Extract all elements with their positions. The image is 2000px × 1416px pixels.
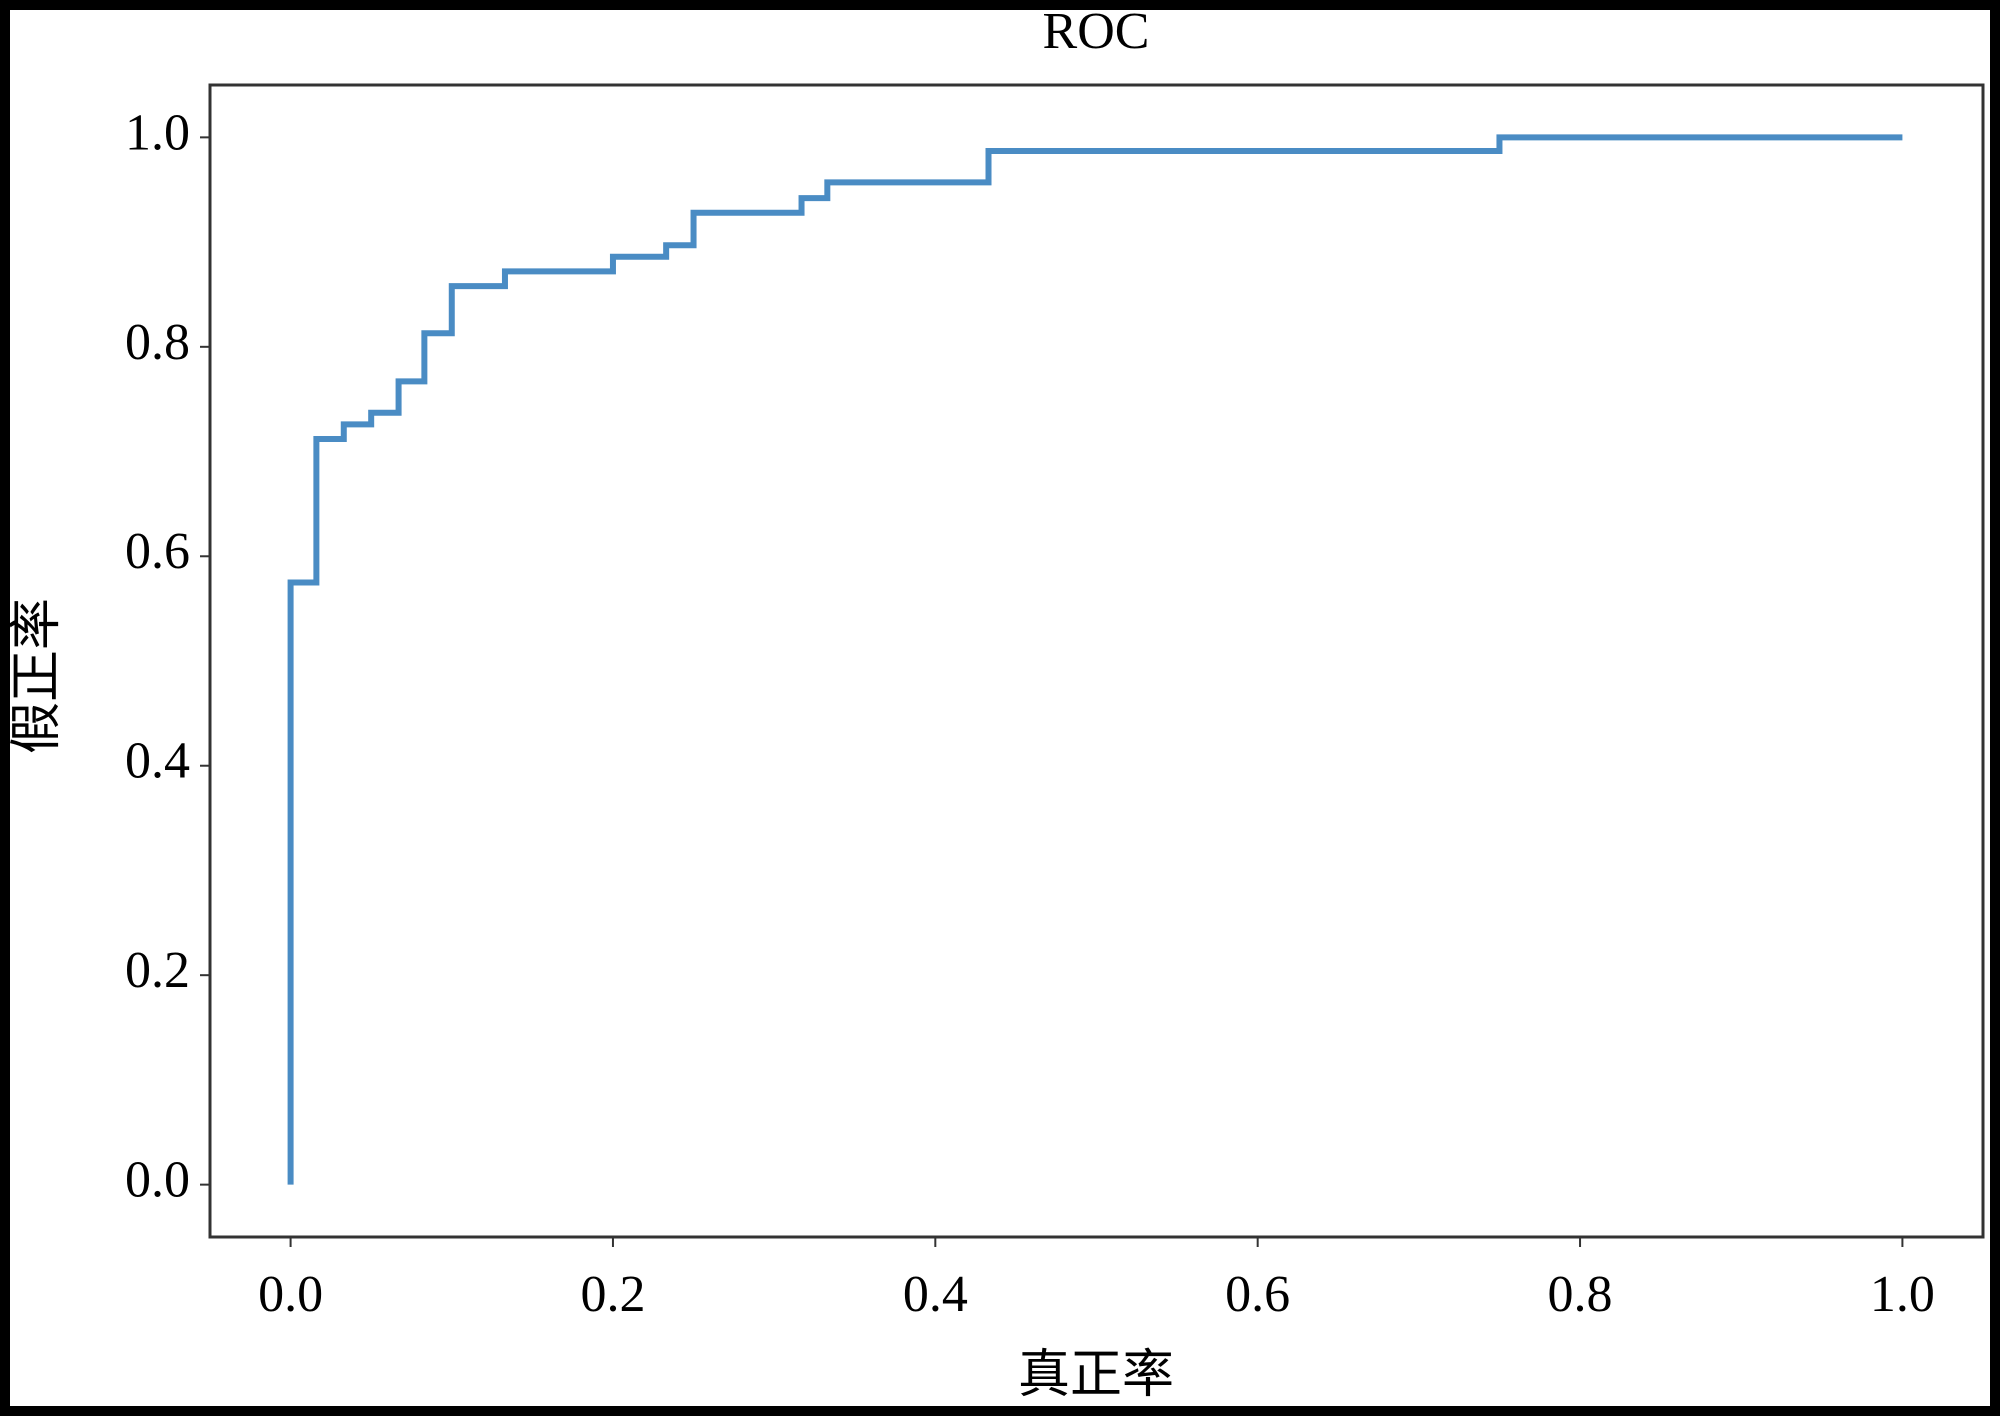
x-tick-label: 0.0: [258, 1266, 323, 1323]
y-tick-label: 0.6: [125, 523, 190, 580]
y-axis-label: 假正率: [9, 598, 66, 754]
x-tick-label: 0.4: [903, 1266, 968, 1323]
y-tick-label: 0.8: [125, 314, 190, 371]
x-tick-label: 0.8: [1548, 1266, 1613, 1323]
chart-title: ROC: [1043, 3, 1150, 60]
x-tick-label: 0.6: [1225, 1266, 1290, 1323]
x-axis-label: 真正率: [1018, 1347, 1174, 1404]
x-tick-label: 1.0: [1870, 1266, 1935, 1323]
y-tick-label: 0.2: [125, 942, 190, 999]
roc-line: [287, 134, 1903, 1185]
y-tick-label: 1.0: [125, 104, 190, 161]
x-tick-label: 0.2: [580, 1266, 645, 1323]
y-tick-label: 0.4: [125, 733, 190, 790]
y-tick-label: 0.0: [125, 1152, 190, 1209]
plot-frame: [208, 83, 1985, 1239]
